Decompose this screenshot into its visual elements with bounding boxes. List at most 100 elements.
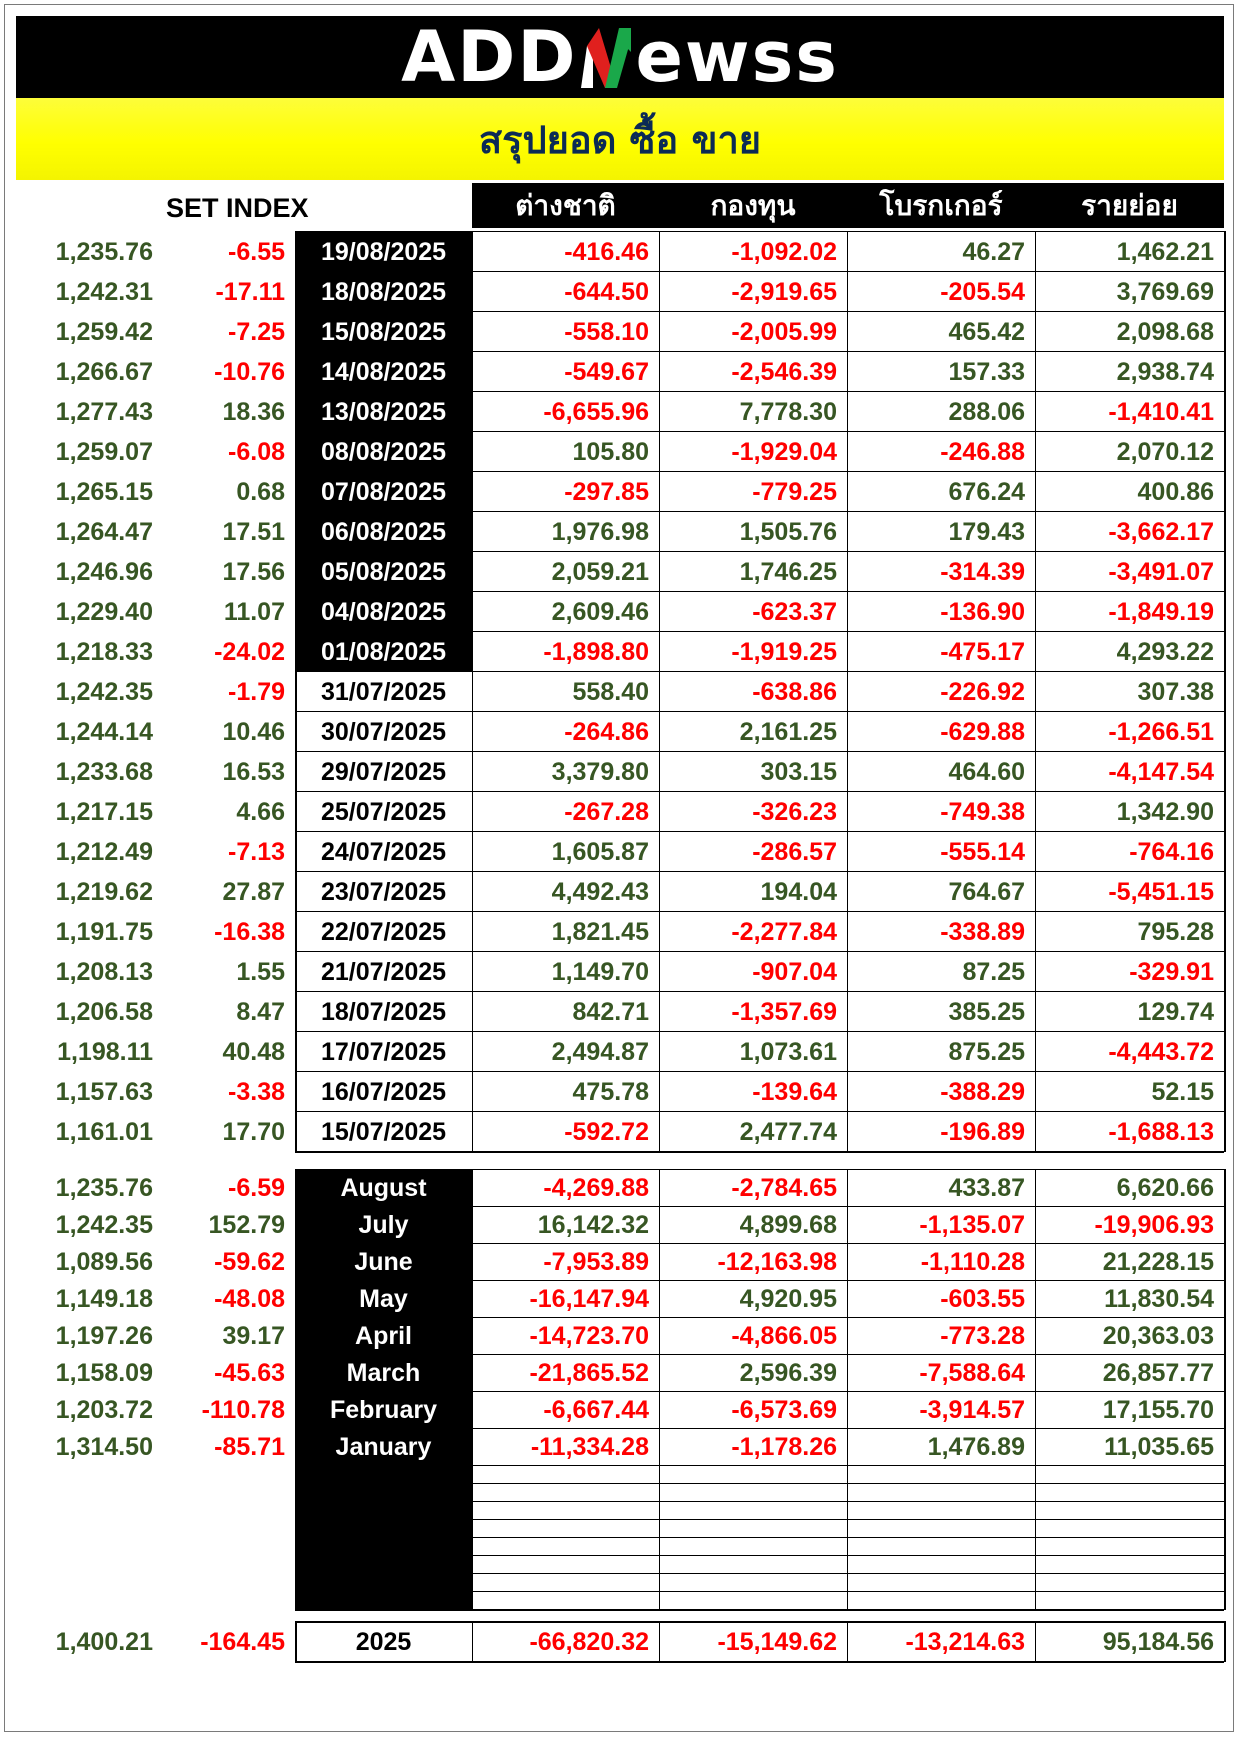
monthly-foreign-value: -4,269.88 xyxy=(543,1174,649,1202)
date-cell: 14/08/2025 xyxy=(295,352,472,392)
grid-line xyxy=(295,631,1224,632)
foreign-value: 1,976.98 xyxy=(551,517,649,546)
monthly-retail-value: 20,363.03 xyxy=(1102,1322,1214,1350)
monthly-index-change: 152.79 xyxy=(208,1211,285,1239)
monthly-retail-value: 11,035.65 xyxy=(1104,1433,1214,1461)
total-index-change: -164.45 xyxy=(200,1627,285,1656)
fund-value: -1,357.69 xyxy=(731,997,837,1026)
index-change: 1.55 xyxy=(236,957,285,986)
broker-value: -314.39 xyxy=(940,557,1025,586)
grid-line xyxy=(295,231,1224,232)
index-value: 1,264.47 xyxy=(55,517,153,546)
broker-value: 288.06 xyxy=(948,397,1025,426)
column-header: กองทุน xyxy=(659,183,847,228)
broker-value: -338.89 xyxy=(940,917,1025,946)
monthly-retail-value: 21,228.15 xyxy=(1102,1248,1214,1276)
foreign-value: 2,494.87 xyxy=(551,1037,649,1066)
foreign-value: 1,821.45 xyxy=(551,917,649,946)
grid-line xyxy=(295,791,1224,792)
index-change: 8.47 xyxy=(236,997,285,1026)
index-value: 1,246.96 xyxy=(55,557,153,586)
logo-text-right: ewss xyxy=(635,16,839,98)
grid-line xyxy=(472,231,473,1152)
index-value: 1,244.14 xyxy=(55,717,153,746)
monthly-index-value: 1,314.50 xyxy=(55,1433,153,1461)
fund-value: 1,505.76 xyxy=(739,517,837,546)
grid-line xyxy=(472,1555,1224,1556)
column-header: ต่างชาติ xyxy=(472,183,659,228)
foreign-value: -267.28 xyxy=(564,797,649,826)
grid-line xyxy=(295,1031,1224,1032)
fund-value: -623.37 xyxy=(752,597,837,626)
monthly-foreign-value: -6,667.44 xyxy=(543,1396,649,1424)
index-change: 4.66 xyxy=(236,797,285,826)
date-cell: 24/07/2025 xyxy=(320,837,447,866)
foreign-value: 3,379.80 xyxy=(551,757,649,786)
monthly-index-value: 1,089.56 xyxy=(55,1248,153,1276)
index-change: -6.08 xyxy=(228,437,285,466)
column-header: โบรกเกอร์ xyxy=(847,183,1035,228)
index-change: 17.56 xyxy=(222,557,285,586)
fund-value: -2,919.65 xyxy=(731,277,837,306)
year-label: 2025 xyxy=(355,1627,412,1656)
index-change: -24.02 xyxy=(214,637,285,666)
broker-value: -136.90 xyxy=(940,597,1025,626)
date-cell: 19/08/2025 xyxy=(295,232,472,272)
grid-line xyxy=(295,351,1224,352)
grid-line xyxy=(1224,231,1226,1152)
monthly-fund-value: -1,178.26 xyxy=(731,1433,837,1461)
broker-value: 464.60 xyxy=(948,757,1025,786)
index-value: 1,229.40 xyxy=(55,597,153,626)
broker-value: -388.29 xyxy=(940,1077,1025,1106)
date-cell: 01/08/2025 xyxy=(295,632,472,672)
fund-value: -1,919.25 xyxy=(731,637,837,666)
grid-line xyxy=(472,1243,1224,1244)
grid-line xyxy=(472,1519,1224,1520)
grid-line xyxy=(472,1465,1224,1466)
grid-line xyxy=(295,871,1224,872)
foreign-value: 1,605.87 xyxy=(551,837,649,866)
fund-value: -638.86 xyxy=(752,677,837,706)
date-cell: 23/07/2025 xyxy=(320,877,447,906)
grid-line xyxy=(472,1573,1224,1574)
monthly-index-change: -59.62 xyxy=(214,1248,285,1276)
foreign-value: -264.86 xyxy=(564,717,649,746)
grid-line xyxy=(659,1621,660,1662)
grid-line xyxy=(295,751,1224,752)
retail-value: -3,662.17 xyxy=(1108,517,1214,546)
grid-line xyxy=(472,1169,1224,1170)
foreign-value: 1,149.70 xyxy=(551,957,649,986)
index-value: 1,266.67 xyxy=(55,357,153,386)
broker-value: -205.54 xyxy=(940,277,1025,306)
foreign-value: 475.78 xyxy=(572,1077,649,1106)
broker-value: 157.33 xyxy=(948,357,1025,386)
grid-line xyxy=(295,1071,1224,1072)
monthly-fund-value: 4,920.95 xyxy=(739,1285,837,1313)
monthly-foreign-value: -21,865.52 xyxy=(529,1359,649,1387)
broker-value: -226.92 xyxy=(940,677,1025,706)
index-value: 1,242.35 xyxy=(55,677,153,706)
monthly-index-value: 1,197.26 xyxy=(55,1322,153,1350)
index-change: -7.25 xyxy=(228,317,285,346)
monthly-broker-value: -7,588.64 xyxy=(919,1359,1025,1387)
index-value: 1,191.75 xyxy=(55,917,153,946)
foreign-value: 4,492.43 xyxy=(551,877,649,906)
month-label: July xyxy=(358,1211,409,1239)
grid-line xyxy=(1224,1621,1226,1662)
fund-value: 303.15 xyxy=(760,757,837,786)
fund-value: -2,277.84 xyxy=(731,917,837,946)
broker-value: 465.42 xyxy=(948,317,1025,346)
grid-line xyxy=(659,231,660,1152)
date-cell: 04/08/2025 xyxy=(295,592,472,632)
monthly-foreign-value: 16,142.32 xyxy=(537,1211,649,1239)
grid-line xyxy=(847,1169,848,1610)
date-cell: 15/07/2025 xyxy=(320,1117,447,1146)
monthly-retail-value: 6,620.66 xyxy=(1116,1174,1214,1202)
grid-line xyxy=(295,672,297,1152)
index-value: 1,157.63 xyxy=(55,1077,153,1106)
index-change: 17.70 xyxy=(222,1117,285,1146)
date-cell: 22/07/2025 xyxy=(320,917,447,946)
retail-value: 2,938.74 xyxy=(1116,357,1214,386)
grid-line xyxy=(472,1483,1224,1484)
broker-value: -629.88 xyxy=(940,717,1025,746)
